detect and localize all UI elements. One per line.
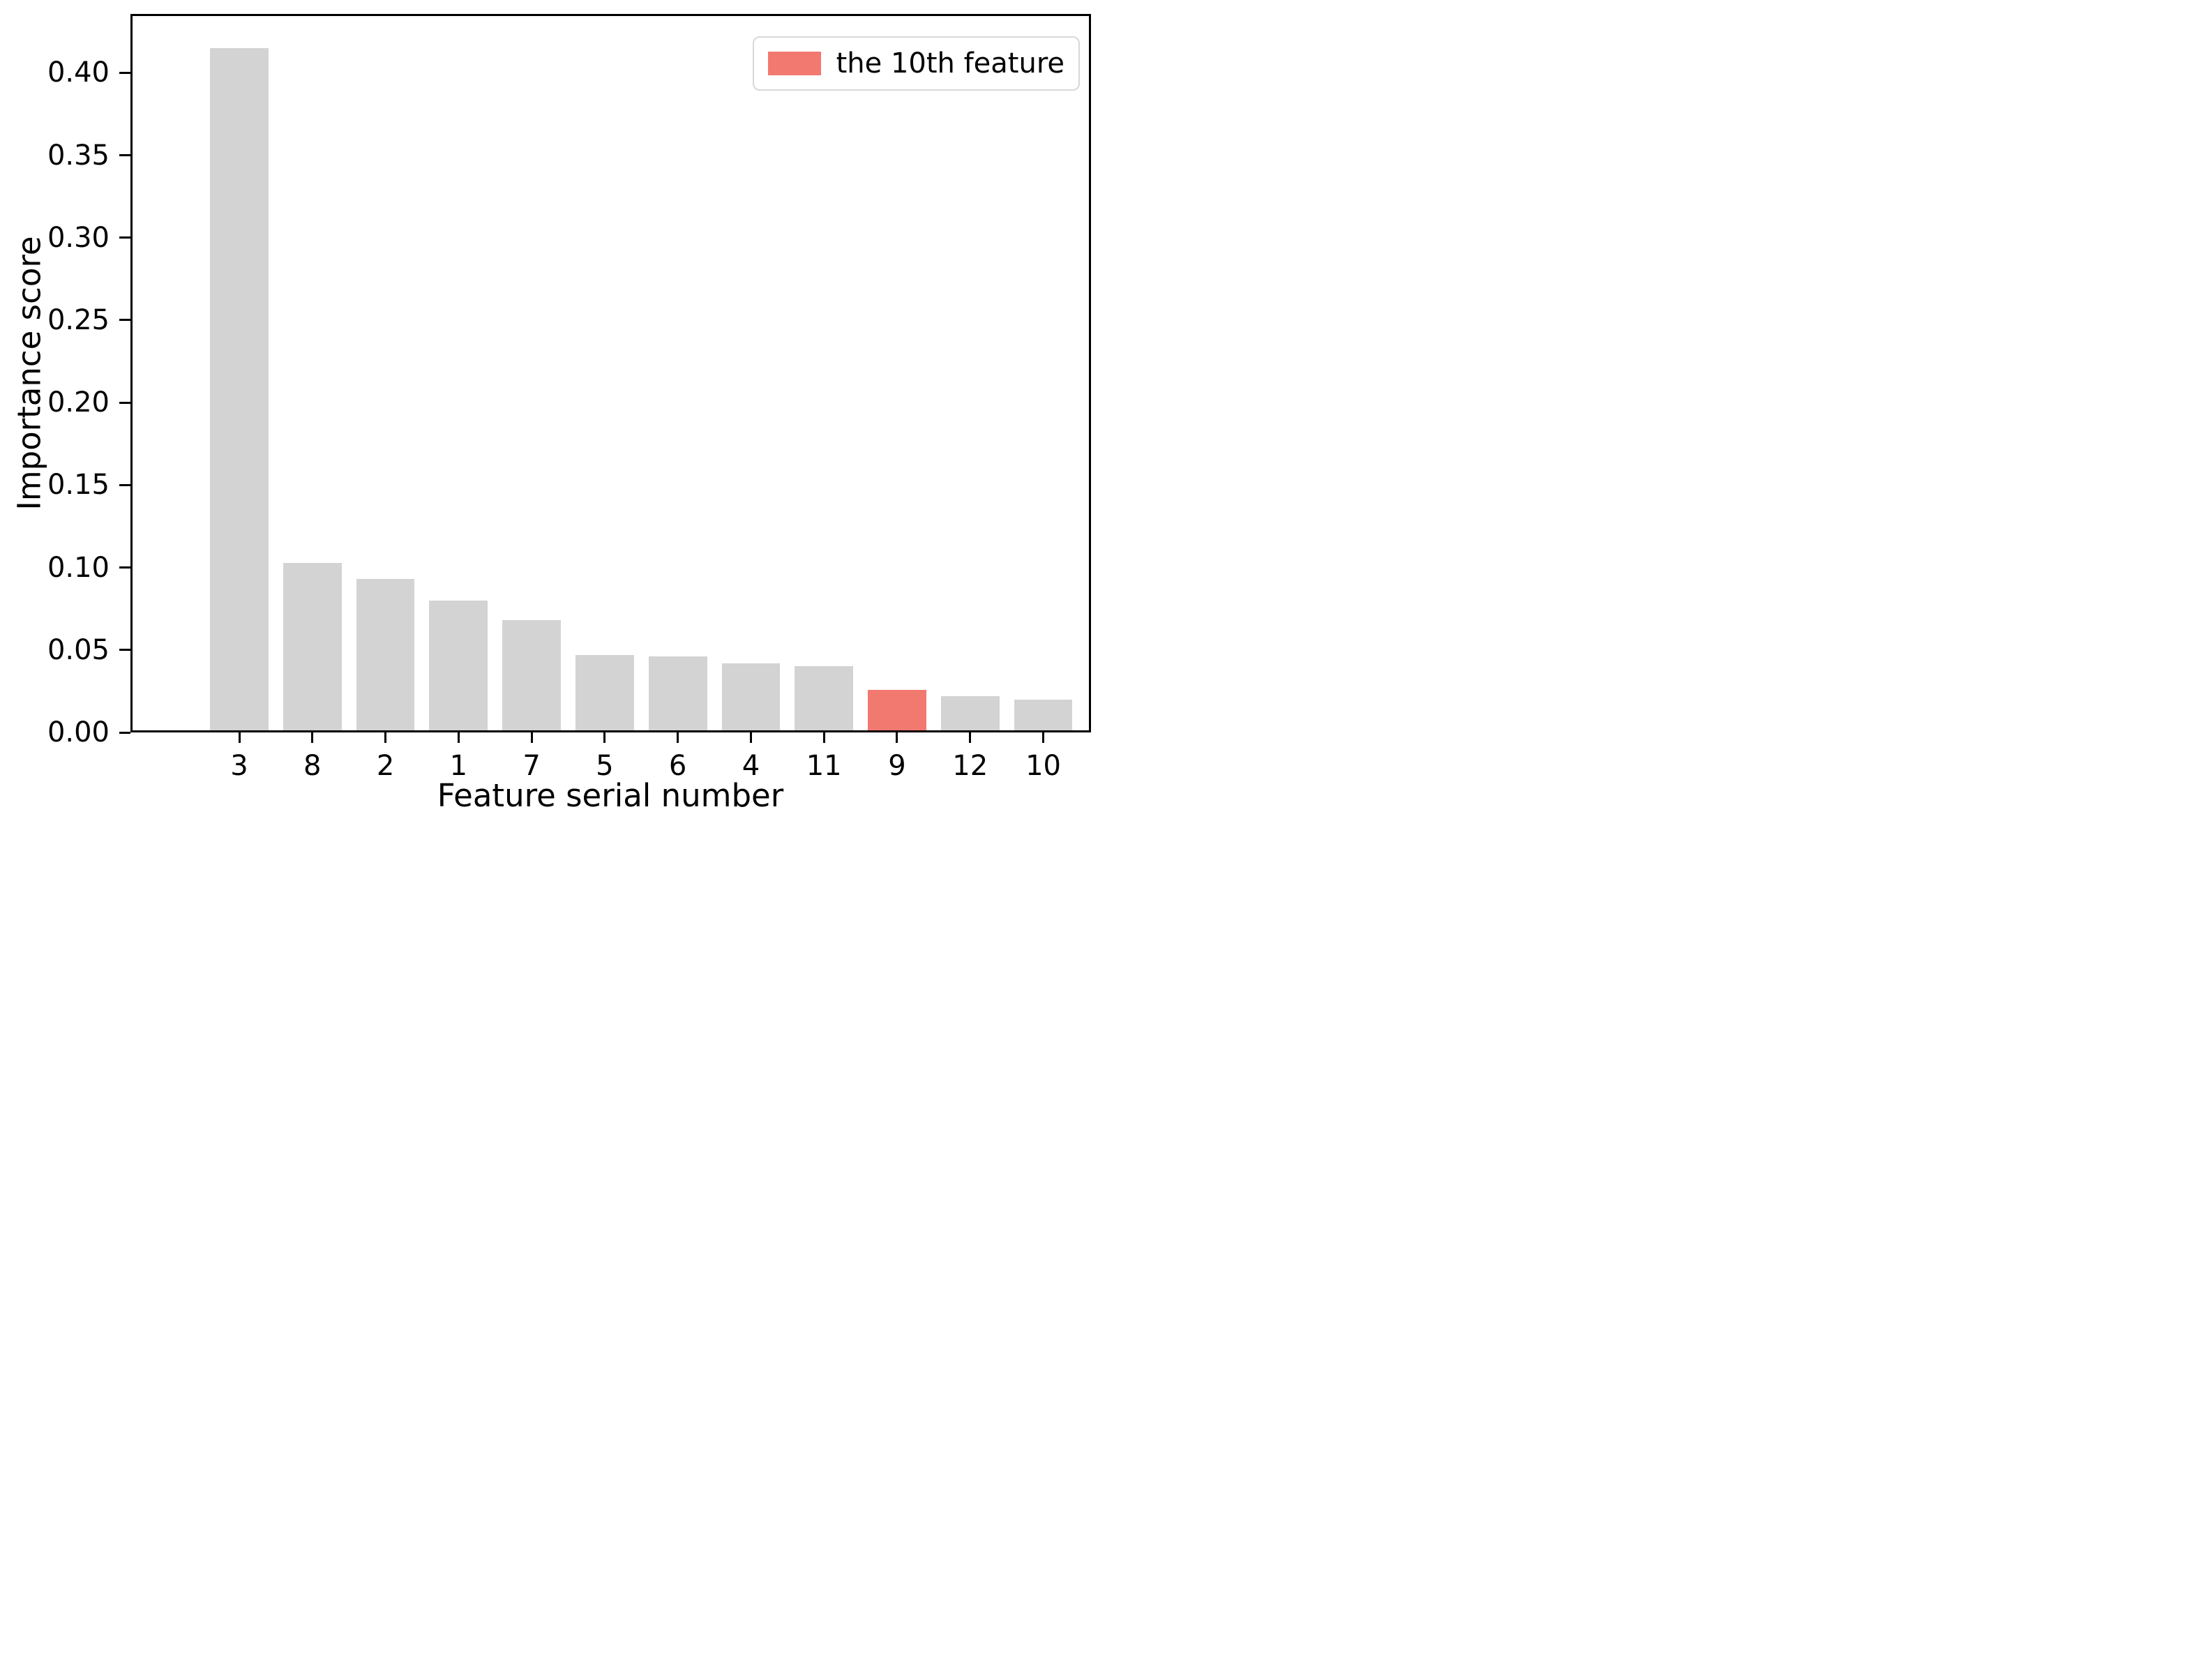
y-tick-mark-0.25	[119, 319, 130, 322]
y-tick-label-0.20: 0.20	[47, 386, 110, 419]
bar-4	[721, 663, 781, 732]
x-tick-label-8: 8	[303, 750, 322, 782]
y-tick-mark-0.00	[119, 731, 130, 734]
x-tick-label-4: 4	[742, 750, 760, 782]
y-tick-mark-0.10	[119, 566, 130, 569]
x-tick-label-3: 3	[230, 750, 248, 782]
x-tick-label-10: 10	[1025, 750, 1061, 782]
legend-label: the 10th feature	[836, 47, 1064, 80]
y-tick-label-0.25: 0.25	[47, 303, 110, 336]
x-axis-label: Feature serial number	[437, 777, 784, 814]
bar-12	[940, 695, 1000, 732]
x-tick-mark-5	[603, 732, 606, 743]
y-tick-label-0.05: 0.05	[47, 633, 110, 666]
x-tick-label-5: 5	[596, 750, 614, 782]
x-tick-mark-10	[1042, 732, 1045, 743]
x-tick-mark-6	[677, 732, 679, 743]
x-tick-label-7: 7	[522, 750, 541, 782]
y-tick-mark-0.35	[119, 154, 130, 157]
x-tick-mark-12	[969, 732, 972, 743]
x-tick-label-9: 9	[888, 750, 906, 782]
y-tick-label-0.15: 0.15	[47, 469, 110, 502]
y-tick-mark-0.05	[119, 649, 130, 652]
bar-5	[575, 654, 634, 732]
y-tick-label-0.40: 0.40	[47, 57, 110, 89]
y-tick-mark-0.30	[119, 236, 130, 239]
x-tick-mark-3	[238, 732, 241, 743]
y-tick-label-0.00: 0.00	[47, 716, 110, 748]
x-tick-mark-4	[749, 732, 752, 743]
bar-2	[356, 579, 415, 732]
bar-3	[210, 47, 269, 732]
bar-7	[502, 620, 561, 732]
x-tick-label-12: 12	[952, 750, 988, 782]
bar-11	[795, 666, 854, 732]
y-tick-mark-0.20	[119, 401, 130, 404]
x-tick-label-1: 1	[449, 750, 468, 782]
bar-6	[648, 656, 707, 732]
x-tick-mark-8	[311, 732, 314, 743]
y-tick-mark-0.40	[119, 71, 130, 74]
x-tick-mark-11	[822, 732, 825, 743]
bar-9	[868, 689, 926, 732]
x-tick-mark-2	[384, 732, 387, 743]
bar-1	[429, 600, 488, 732]
x-tick-label-2: 2	[376, 750, 395, 782]
y-axis-label: Importance score	[10, 236, 48, 511]
y-tick-label-0.30: 0.30	[47, 221, 110, 254]
x-tick-mark-9	[896, 732, 898, 743]
y-tick-mark-0.15	[119, 483, 130, 486]
y-tick-label-0.10: 0.10	[47, 551, 110, 584]
x-tick-mark-1	[457, 732, 460, 743]
legend: the 10th feature	[752, 36, 1080, 91]
legend-swatch	[767, 52, 821, 75]
x-tick-label-6: 6	[668, 750, 687, 782]
figure: 0.00 0.05 0.10 0.15 0.20 0.25 0.30 0.35 0.40 3 8 2…	[0, 0, 1106, 828]
x-tick-label-11: 11	[806, 750, 842, 782]
y-tick-label-0.35: 0.35	[47, 139, 110, 172]
x-tick-mark-7	[530, 732, 533, 743]
bar-8	[283, 562, 342, 732]
bar-10	[1014, 699, 1073, 732]
plot-area	[130, 14, 1091, 732]
